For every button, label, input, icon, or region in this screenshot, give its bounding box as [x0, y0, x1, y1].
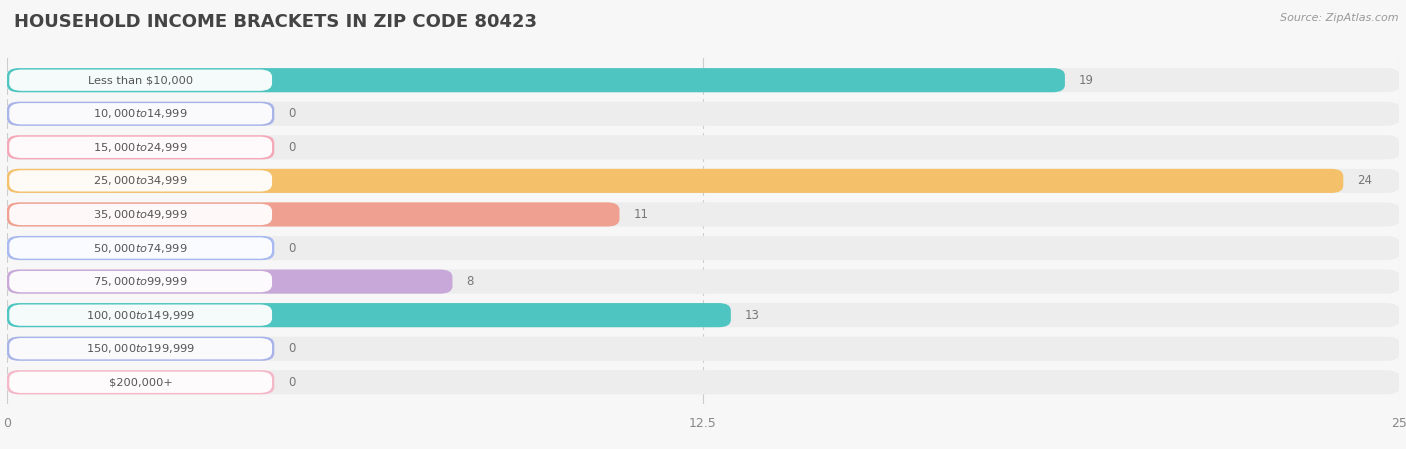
Text: $100,000 to $149,999: $100,000 to $149,999: [86, 308, 195, 321]
FancyBboxPatch shape: [7, 202, 620, 227]
FancyBboxPatch shape: [7, 101, 274, 126]
FancyBboxPatch shape: [10, 238, 271, 259]
FancyBboxPatch shape: [6, 135, 1400, 159]
Text: 19: 19: [1078, 74, 1094, 87]
Text: Source: ZipAtlas.com: Source: ZipAtlas.com: [1281, 13, 1399, 23]
FancyBboxPatch shape: [7, 236, 274, 260]
FancyBboxPatch shape: [10, 204, 271, 225]
FancyBboxPatch shape: [6, 169, 1400, 193]
FancyBboxPatch shape: [6, 269, 1400, 294]
Text: 0: 0: [288, 342, 295, 355]
Text: HOUSEHOLD INCOME BRACKETS IN ZIP CODE 80423: HOUSEHOLD INCOME BRACKETS IN ZIP CODE 80…: [14, 13, 537, 31]
Text: 0: 0: [288, 376, 295, 389]
Text: 0: 0: [288, 107, 295, 120]
FancyBboxPatch shape: [10, 372, 271, 393]
Text: 11: 11: [633, 208, 648, 221]
Text: $50,000 to $74,999: $50,000 to $74,999: [93, 242, 188, 255]
Text: 0: 0: [288, 242, 295, 255]
FancyBboxPatch shape: [6, 236, 1400, 260]
Text: $150,000 to $199,999: $150,000 to $199,999: [86, 342, 195, 355]
FancyBboxPatch shape: [6, 68, 1400, 92]
FancyBboxPatch shape: [7, 135, 274, 159]
FancyBboxPatch shape: [7, 68, 1064, 92]
FancyBboxPatch shape: [6, 303, 1400, 327]
FancyBboxPatch shape: [10, 136, 271, 158]
Text: $200,000+: $200,000+: [108, 377, 173, 387]
FancyBboxPatch shape: [10, 170, 271, 192]
FancyBboxPatch shape: [10, 103, 271, 124]
Text: $15,000 to $24,999: $15,000 to $24,999: [93, 141, 188, 154]
Text: $35,000 to $49,999: $35,000 to $49,999: [93, 208, 188, 221]
FancyBboxPatch shape: [10, 304, 271, 326]
FancyBboxPatch shape: [7, 269, 453, 294]
FancyBboxPatch shape: [7, 169, 1343, 193]
FancyBboxPatch shape: [6, 370, 1400, 394]
FancyBboxPatch shape: [10, 70, 271, 91]
FancyBboxPatch shape: [10, 271, 271, 292]
FancyBboxPatch shape: [6, 101, 1400, 126]
FancyBboxPatch shape: [6, 337, 1400, 361]
Text: $25,000 to $34,999: $25,000 to $34,999: [93, 174, 188, 187]
FancyBboxPatch shape: [10, 338, 271, 359]
FancyBboxPatch shape: [6, 202, 1400, 227]
FancyBboxPatch shape: [7, 303, 731, 327]
Text: 8: 8: [467, 275, 474, 288]
FancyBboxPatch shape: [7, 370, 274, 394]
Text: $75,000 to $99,999: $75,000 to $99,999: [93, 275, 188, 288]
Text: $10,000 to $14,999: $10,000 to $14,999: [93, 107, 188, 120]
Text: Less than $10,000: Less than $10,000: [89, 75, 193, 85]
Text: 13: 13: [745, 308, 759, 321]
Text: 0: 0: [288, 141, 295, 154]
FancyBboxPatch shape: [7, 337, 274, 361]
Text: 24: 24: [1357, 174, 1372, 187]
